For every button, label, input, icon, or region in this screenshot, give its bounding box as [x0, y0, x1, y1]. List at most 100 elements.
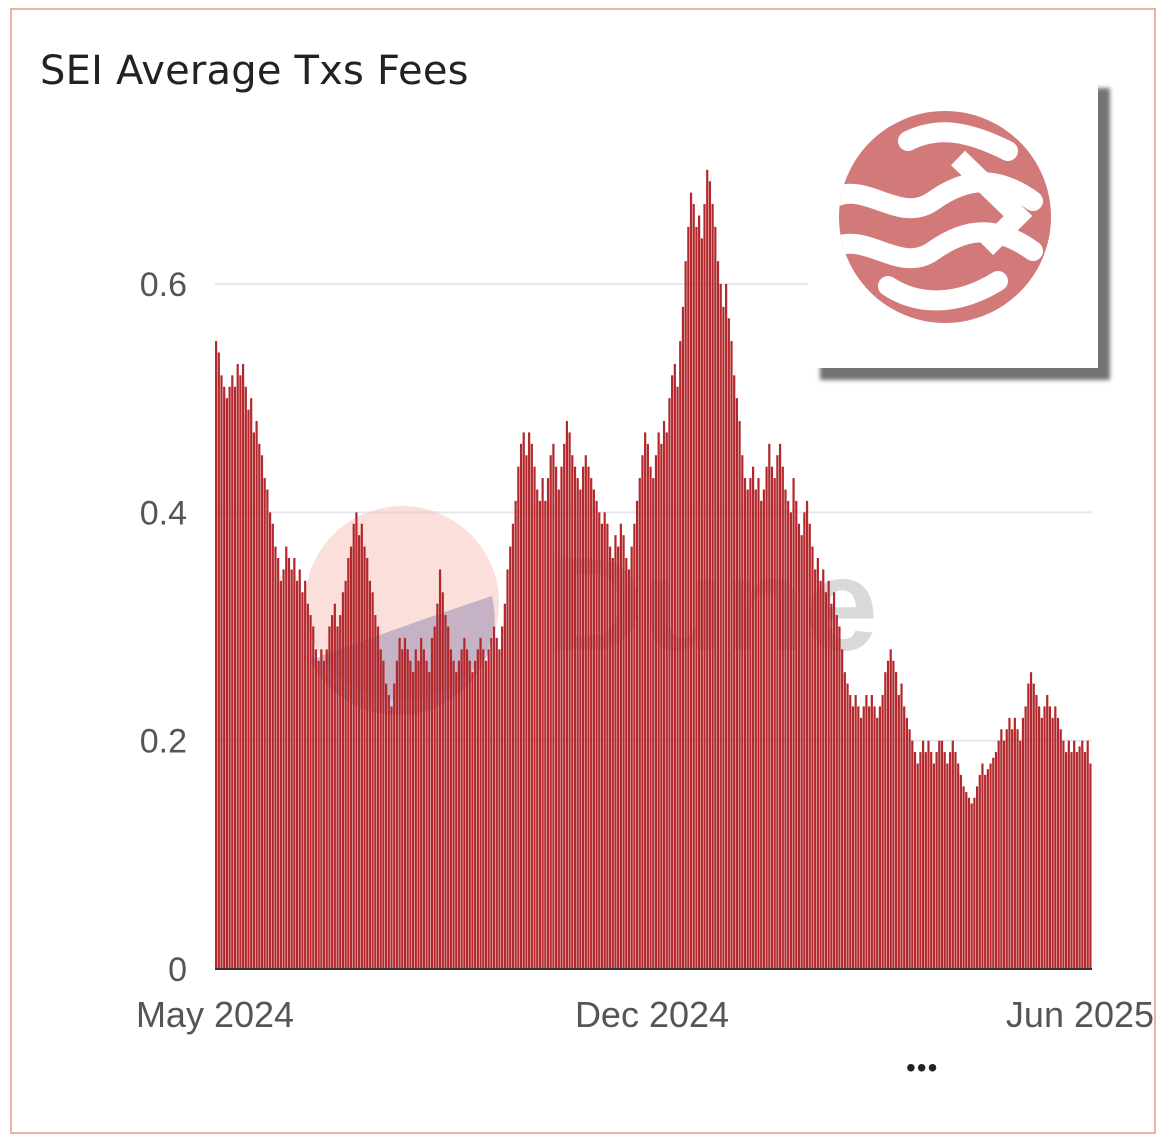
- bar: [409, 660, 412, 969]
- bar: [287, 558, 291, 969]
- bar: [1029, 672, 1033, 969]
- bar: [503, 603, 506, 969]
- bar: [1059, 729, 1062, 969]
- bar: [819, 580, 822, 969]
- bar: [482, 649, 485, 969]
- bar: [363, 546, 366, 969]
- bar: [557, 489, 560, 969]
- bar: [322, 660, 326, 969]
- bar: [247, 409, 250, 970]
- bar: [393, 683, 396, 969]
- bar: [460, 649, 463, 969]
- bar: [509, 546, 512, 969]
- bar: [298, 569, 301, 969]
- bar: [479, 637, 482, 969]
- bar: [538, 500, 542, 969]
- bar: [546, 478, 550, 969]
- bar: [711, 204, 714, 969]
- bar: [1065, 752, 1068, 969]
- bar: [312, 626, 315, 969]
- bar: [1078, 746, 1081, 969]
- bar: [770, 466, 774, 969]
- bar: [792, 478, 795, 969]
- bar: [975, 786, 979, 969]
- bar: [784, 489, 787, 969]
- bar: [495, 637, 498, 969]
- bar: [320, 649, 323, 969]
- bar: [876, 717, 879, 969]
- bar: [649, 466, 652, 969]
- bar: [344, 580, 347, 969]
- bar: [789, 512, 792, 969]
- bar: [465, 649, 469, 969]
- bar: [946, 763, 949, 969]
- bar: [406, 649, 409, 969]
- bar: [484, 660, 488, 969]
- bar: [430, 637, 434, 969]
- bar: [1000, 729, 1003, 969]
- y-tick-label: 0: [168, 951, 187, 989]
- bar: [228, 386, 231, 969]
- bar: [223, 386, 226, 969]
- bar: [778, 443, 782, 970]
- bar: [511, 523, 515, 969]
- bar: [579, 489, 582, 969]
- bar: [490, 637, 493, 969]
- bar: [581, 466, 585, 969]
- bar: [754, 489, 757, 969]
- bar: [700, 238, 703, 969]
- more-options-icon[interactable]: •••: [906, 1052, 939, 1083]
- bar: [317, 660, 320, 969]
- bar: [959, 774, 962, 969]
- bar: [903, 706, 906, 969]
- bar: [525, 455, 528, 969]
- bar: [328, 626, 331, 969]
- y-tick-label: 0.2: [140, 723, 187, 761]
- bar: [285, 546, 288, 969]
- chart-title: SEI Average Txs Fees: [40, 48, 469, 94]
- bar: [463, 637, 466, 969]
- bar: [673, 363, 676, 969]
- bar: [225, 398, 228, 969]
- bar: [716, 261, 720, 969]
- bar: [870, 695, 873, 969]
- bar: [965, 792, 968, 969]
- bar: [600, 523, 604, 969]
- bar: [932, 763, 935, 969]
- bar: [422, 649, 425, 969]
- bar: [795, 500, 798, 969]
- bar: [449, 649, 452, 969]
- bar: [811, 546, 814, 969]
- bar: [851, 706, 855, 969]
- bar: [989, 763, 992, 969]
- bar: [1086, 740, 1089, 969]
- bar: [1083, 752, 1087, 969]
- bar: [552, 443, 555, 970]
- bar: [614, 535, 617, 969]
- bar: [1051, 717, 1054, 969]
- bar: [738, 421, 741, 969]
- bar: [862, 706, 865, 969]
- bar: [908, 729, 911, 969]
- bar: [765, 466, 768, 969]
- bar: [1048, 706, 1052, 969]
- x-axis-ticks: May 2024 Dec 2024 Jun 2025: [136, 994, 1154, 1035]
- bar: [568, 432, 571, 969]
- bar: [760, 500, 763, 969]
- bar: [922, 740, 925, 969]
- x-tick-label: Dec 2024: [575, 994, 729, 1035]
- bar: [727, 318, 730, 969]
- bar: [571, 455, 574, 969]
- bar: [592, 489, 595, 969]
- bar: [868, 706, 871, 969]
- bar: [217, 352, 220, 969]
- bar: [630, 546, 633, 969]
- bar: [652, 478, 655, 969]
- bar: [1005, 729, 1008, 969]
- bar: [835, 615, 838, 969]
- bar: [859, 717, 863, 969]
- bar: [776, 455, 779, 969]
- bar: [1013, 717, 1016, 969]
- bar: [438, 569, 442, 969]
- bar: [277, 558, 280, 969]
